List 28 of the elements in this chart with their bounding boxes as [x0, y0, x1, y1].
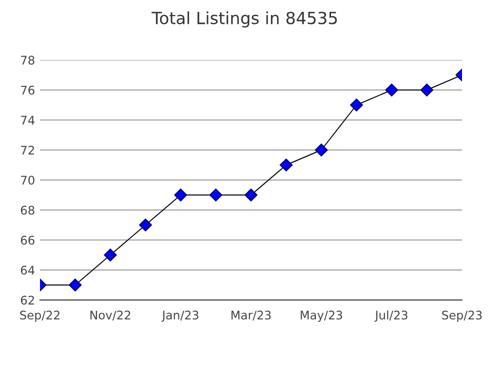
y-tick-label: 64 — [20, 266, 34, 275]
y-tick-label: 68 — [20, 206, 34, 215]
x-tick-label: Jan/23 — [161, 310, 198, 322]
point — [244, 188, 258, 202]
x-tick-label: Nov/22 — [90, 310, 130, 320]
x-tick-label: Jul/23 — [374, 310, 408, 322]
point — [104, 248, 117, 262]
y-tick-label: 62 — [20, 296, 34, 305]
point — [420, 84, 434, 96]
chart-title: Total Listings in 84535 — [152, 11, 337, 28]
x-tick-label: Sep/22 — [20, 310, 60, 322]
point — [314, 144, 328, 156]
y-tick-label: 72 — [21, 146, 34, 154]
x-tick-label: Sep/23 — [442, 310, 482, 322]
point — [174, 188, 188, 202]
y-tick-label: 76 — [21, 86, 34, 95]
y-tick-label: 78 — [21, 56, 34, 65]
x-tick-label: Mar/23 — [232, 310, 271, 320]
x-tick-label: May/23 — [300, 310, 342, 322]
point — [350, 98, 363, 112]
y-tick-label: 66 — [20, 236, 34, 245]
point — [139, 218, 152, 232]
y-tick-label: 70 — [21, 176, 34, 185]
point — [280, 158, 293, 172]
point — [385, 84, 398, 96]
point — [68, 278, 82, 292]
point — [209, 188, 222, 202]
y-tick-label: 74 — [21, 116, 34, 124]
